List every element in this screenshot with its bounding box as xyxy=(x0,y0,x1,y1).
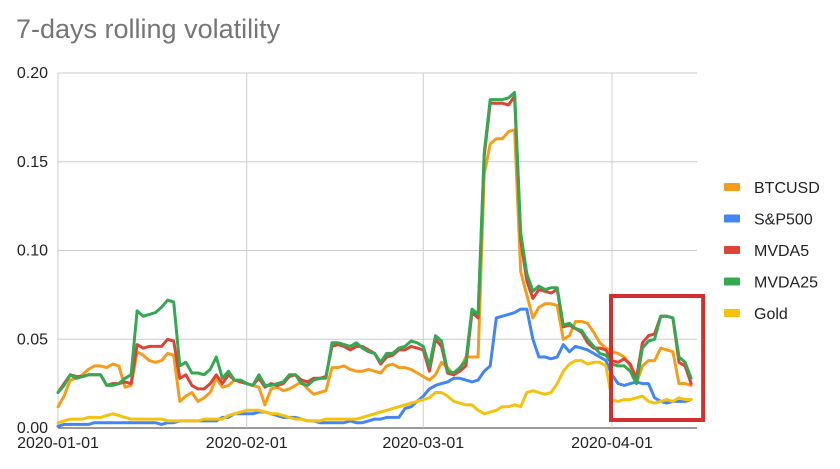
series-line-btcusd xyxy=(56,128,693,409)
legend-swatch xyxy=(724,277,740,286)
x-tick-label: 2020-03-01 xyxy=(382,435,464,452)
legend-swatch xyxy=(724,246,740,254)
legend-swatch xyxy=(724,309,740,317)
legend-label: MVDA25 xyxy=(754,275,818,292)
series-line-s-p500 xyxy=(56,307,693,428)
legend-swatch xyxy=(724,214,740,223)
x-tick-label: 2020-04-01 xyxy=(571,435,653,452)
y-tick-label: 0.00 xyxy=(17,420,48,437)
series-line-mvda25 xyxy=(56,91,693,394)
y-tick-label: 0.15 xyxy=(17,154,48,171)
highlight-box xyxy=(609,294,706,422)
x-tick-label: 2020-02-01 xyxy=(206,435,288,452)
legend-label: S&P500 xyxy=(754,212,813,229)
y-tick-label: 0.05 xyxy=(17,331,48,348)
chart-title: 7-days rolling volatility xyxy=(16,14,281,44)
x-tick-label: 2020-01-01 xyxy=(17,435,99,452)
legend-label: BTCUSD xyxy=(754,180,820,197)
series-line-gold xyxy=(56,359,693,425)
legend-label: MVDA5 xyxy=(754,243,809,260)
y-tick-label: 0.20 xyxy=(17,65,48,82)
legend-swatch xyxy=(724,183,740,191)
y-tick-label: 0.10 xyxy=(17,243,48,260)
legend-label: Gold xyxy=(754,306,788,323)
